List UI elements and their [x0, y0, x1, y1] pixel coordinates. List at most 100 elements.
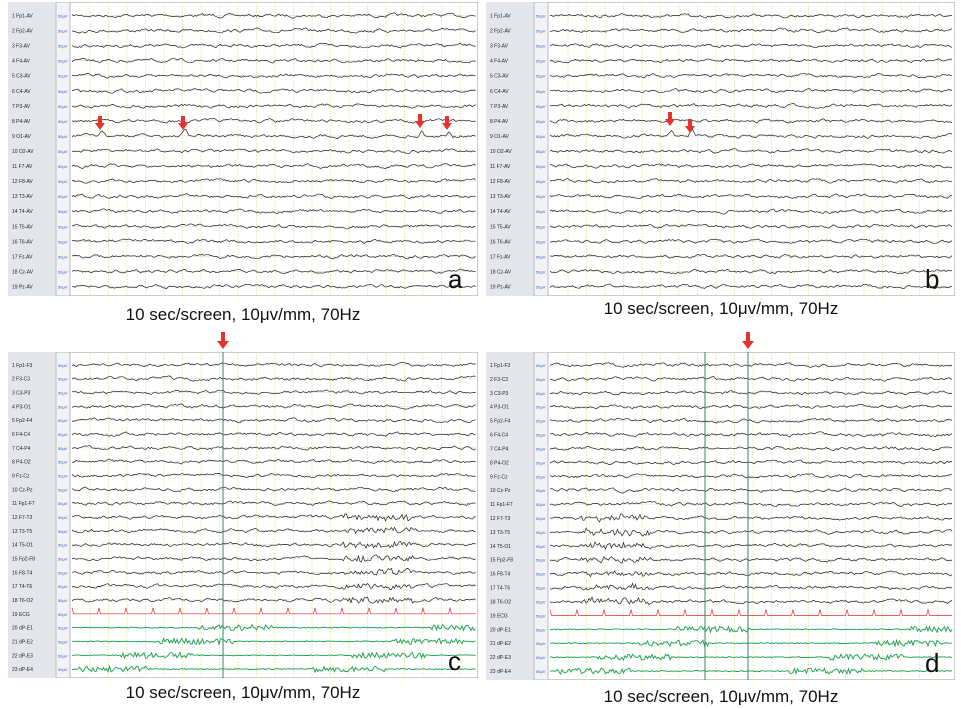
label-column — [8, 2, 56, 296]
channel-label: 13 T3-AV — [12, 194, 33, 200]
scale-mark: 50µV — [58, 209, 68, 214]
scale-mark: 50µV — [536, 460, 546, 465]
eeg-trace — [549, 102, 953, 109]
channel-label: 6 C4-AV — [12, 89, 31, 95]
channel-label: 3 C3-P3 — [12, 391, 31, 397]
channel-label: 18 T6-O2 — [12, 598, 33, 604]
panel-letter: b — [925, 264, 939, 294]
scale-mark: 50µV — [58, 543, 68, 548]
scale-mark: 50µV — [536, 29, 546, 34]
channel-label: 16 T6-AV — [490, 239, 511, 245]
emg-trace — [549, 666, 953, 676]
red-arrow — [442, 116, 452, 130]
scale-mark: 50µV — [536, 530, 546, 535]
eeg-trace — [71, 163, 476, 170]
eeg-trace — [71, 283, 476, 290]
channel-label: 14 T4-AV — [12, 209, 33, 215]
eeg-trace — [71, 268, 476, 274]
scale-mark: 50µV — [58, 460, 68, 465]
eeg-trace — [549, 128, 953, 139]
eeg-trace — [549, 148, 953, 154]
scale-mark: 50µV — [536, 433, 546, 438]
eeg-trace — [71, 500, 476, 506]
eeg-trace — [549, 417, 953, 424]
scale-mark: 50µV — [536, 474, 546, 479]
channel-label: 7 P3-AV — [490, 104, 509, 110]
channel-label: 22 dP-E3 — [490, 655, 511, 661]
channel-label: 21 dP-E2 — [12, 639, 33, 645]
channel-label: 2 Fp2-AV — [490, 29, 511, 35]
scale-mark: 50µV — [536, 544, 546, 549]
scale-mark: 50µV — [536, 119, 546, 124]
scale-mark: 50µV — [58, 404, 68, 409]
channel-label: 11 F7-AV — [490, 164, 511, 170]
channel-label: 21 dP-E2 — [490, 641, 511, 647]
label-column — [486, 2, 534, 296]
scale-mark: 50µV — [58, 254, 68, 259]
eeg-trace — [71, 582, 476, 590]
channel-label: 13 T3-T5 — [490, 530, 510, 536]
scale-mark: 50µV — [536, 224, 546, 229]
channel-label: 12 F7-T3 — [12, 515, 33, 521]
ecg-trace — [71, 607, 476, 615]
eeg-trace — [71, 253, 476, 260]
channel-label: 20 dP-E1 — [490, 627, 511, 633]
eeg-trace — [549, 459, 952, 466]
eeg-trace — [549, 390, 953, 396]
eeg-trace — [549, 375, 953, 382]
eeg-trace — [71, 148, 476, 155]
scale-mark: 50µV — [58, 194, 68, 199]
channel-label: 19 Pz-AV — [12, 284, 33, 290]
scale-mark: 50µV — [536, 488, 546, 493]
channel-label: 6 F4-C4 — [12, 432, 30, 438]
eeg-trace — [549, 43, 953, 49]
scale-mark: 50µV — [536, 627, 546, 632]
emg-trace — [71, 651, 476, 660]
scale-mark: 50µV — [536, 179, 546, 184]
scale-column — [55, 352, 71, 678]
red-arrow — [178, 116, 188, 130]
channel-label: 9 Fz-Cz — [12, 474, 30, 480]
eeg-trace — [549, 362, 953, 368]
channel-label: 3 F3-AV — [490, 44, 509, 50]
eeg-trace — [71, 486, 476, 493]
label-column — [8, 352, 56, 678]
channel-label: 5 C3-AV — [12, 74, 31, 80]
eeg-trace — [71, 73, 476, 79]
scale-mark: 50µV — [536, 586, 546, 591]
eeg-trace — [549, 582, 953, 591]
scale-mark: 50µV — [536, 669, 546, 674]
scale-mark: 50µV — [536, 269, 546, 274]
emg-trace — [71, 637, 476, 647]
scale-mark: 50µV — [536, 14, 546, 19]
channel-label: 16 T6-AV — [12, 239, 33, 245]
scale-mark: 50µV — [536, 44, 546, 49]
eeg-trace — [549, 268, 953, 275]
channel-label: 15 Fp2-F8 — [490, 558, 513, 564]
scale-mark: 50µV — [536, 613, 546, 618]
scale-column — [533, 352, 549, 680]
scale-mark: 50µV — [536, 558, 546, 563]
scale-mark: 50µV — [58, 598, 68, 603]
scale-mark: 50µV — [58, 584, 68, 589]
channel-label: 4 P3-O1 — [490, 405, 509, 411]
eeg-trace — [71, 238, 476, 244]
channel-label: 14 T4-AV — [490, 209, 511, 215]
scale-mark: 50µV — [58, 556, 68, 561]
scale-mark: 50µV — [58, 239, 68, 244]
channel-label: 17 Fz-AV — [12, 254, 33, 260]
scale-mark: 50µV — [58, 446, 68, 451]
emg-trace — [550, 653, 953, 662]
channel-label: 8 P4-AV — [490, 119, 509, 125]
scale-column — [533, 2, 549, 296]
scale-mark: 50µV — [536, 164, 546, 169]
eeg-panel: 1 Fp1-AV 50µV 2 Fp2-AV 50µV 3 F3-AV 50µV 4 F4-… — [8, 2, 478, 296]
eeg-panel: 1 Fp1-F3 50µV 2 F3-C3 50µV 3 C3-P3 50µV 4 P3-O… — [486, 352, 955, 680]
channel-label: 5 Fp2-F4 — [12, 418, 33, 424]
scale-mark: 50µV — [536, 194, 546, 199]
scale-mark: 50µV — [58, 104, 68, 109]
scale-mark: 50µV — [58, 14, 68, 19]
panel-letter: a — [448, 264, 463, 294]
eeg-trace — [549, 473, 953, 479]
red-arrow — [95, 116, 105, 130]
